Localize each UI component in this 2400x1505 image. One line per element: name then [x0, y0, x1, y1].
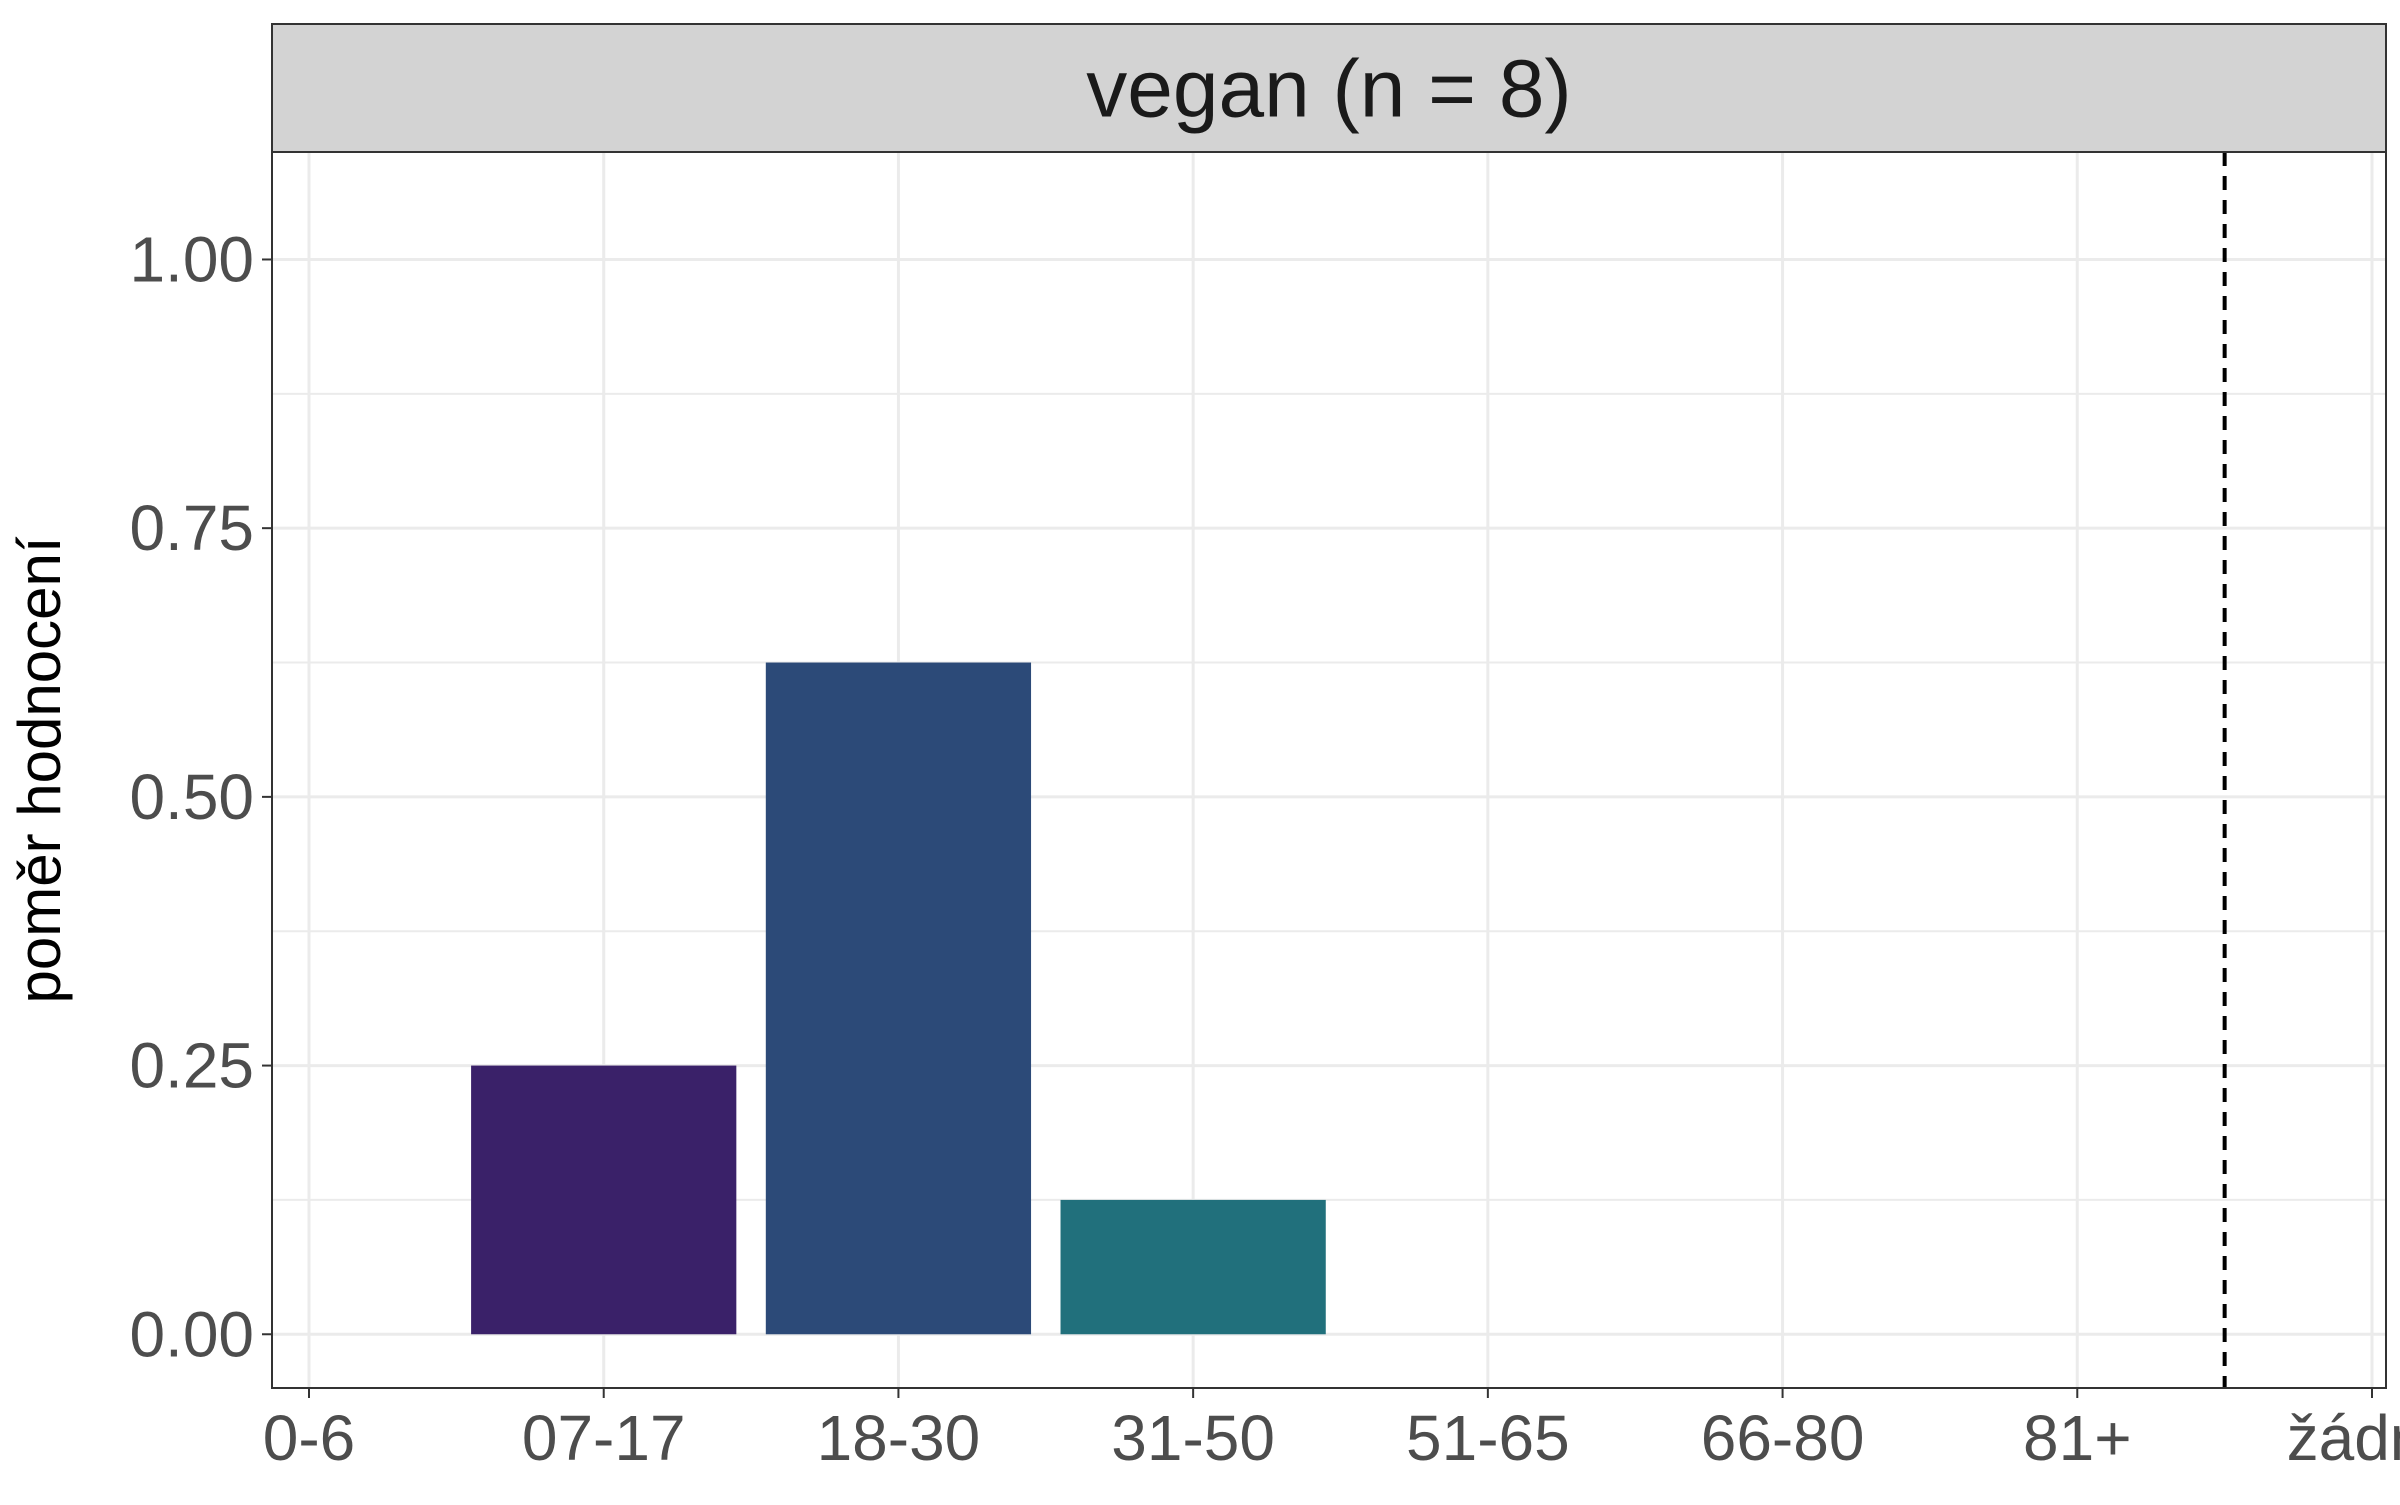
x-tick-label: 81+ — [2023, 1402, 2132, 1474]
bar-07-17 — [471, 1065, 737, 1335]
x-tick-label: 18-30 — [817, 1402, 981, 1474]
minor-gridlines — [272, 392, 2386, 1201]
x-tick-label: 51-65 — [1406, 1402, 1570, 1474]
bars — [471, 662, 1326, 1335]
plot-panel-border — [271, 151, 2387, 1389]
bar-31-50 — [1060, 1199, 1326, 1335]
y-axis: 0.00 0.25 0.50 0.75 1.00 — [129, 223, 272, 1370]
x-tick-label: 31-50 — [1111, 1402, 1275, 1474]
y-tick-label: 1.00 — [129, 223, 254, 295]
x-tick-label: 0-6 — [263, 1402, 356, 1474]
y-tick-label: 0.00 — [129, 1298, 254, 1370]
x-tick-label: 07-17 — [522, 1402, 686, 1474]
x-axis: 0-6 07-17 18-30 31-50 51-65 66-80 81+ žádný — [263, 1388, 2400, 1474]
facet-strip — [271, 23, 2387, 153]
y-tick-label: 0.50 — [129, 761, 254, 833]
y-axis-label: poměr hodnocení — [6, 536, 73, 1003]
y-tick-label: 0.25 — [129, 1030, 254, 1102]
x-tick-label: 66-80 — [1701, 1402, 1865, 1474]
y-tick-label: 0.75 — [129, 492, 254, 564]
bar-18-30 — [765, 662, 1032, 1335]
x-tick-label: žádný — [2287, 1402, 2400, 1474]
chart-title: vegan (n = 8) — [1086, 44, 1571, 135]
